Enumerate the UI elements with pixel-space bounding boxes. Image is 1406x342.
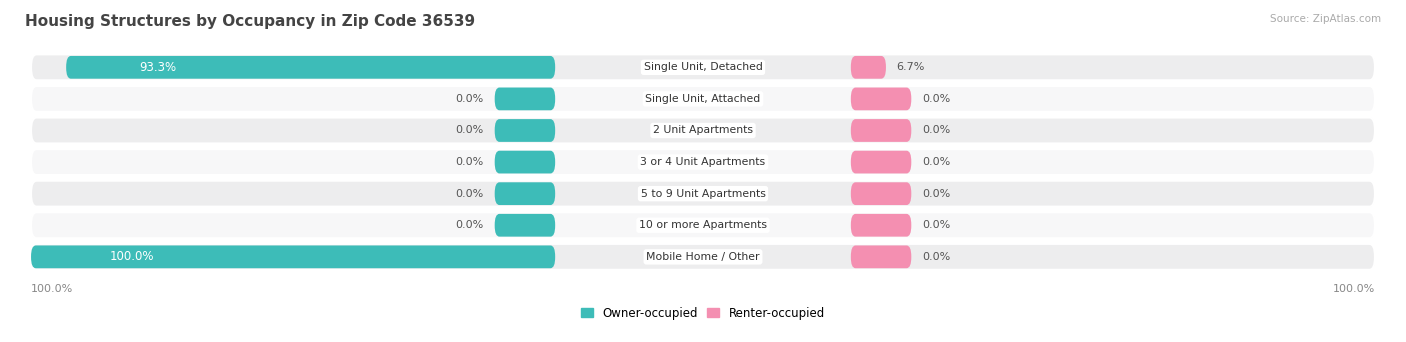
- FancyBboxPatch shape: [851, 56, 886, 79]
- FancyBboxPatch shape: [495, 182, 555, 205]
- Text: 100.0%: 100.0%: [110, 250, 155, 263]
- FancyBboxPatch shape: [851, 88, 911, 110]
- FancyBboxPatch shape: [31, 149, 1375, 175]
- Text: Single Unit, Attached: Single Unit, Attached: [645, 94, 761, 104]
- Text: 0.0%: 0.0%: [922, 126, 950, 135]
- FancyBboxPatch shape: [31, 212, 1375, 238]
- FancyBboxPatch shape: [851, 119, 911, 142]
- FancyBboxPatch shape: [31, 246, 555, 268]
- Legend: Owner-occupied, Renter-occupied: Owner-occupied, Renter-occupied: [576, 302, 830, 325]
- Text: 3 or 4 Unit Apartments: 3 or 4 Unit Apartments: [641, 157, 765, 167]
- FancyBboxPatch shape: [31, 118, 1375, 143]
- FancyBboxPatch shape: [495, 88, 555, 110]
- FancyBboxPatch shape: [495, 151, 555, 173]
- Text: 0.0%: 0.0%: [922, 189, 950, 199]
- Text: 100.0%: 100.0%: [31, 284, 73, 294]
- FancyBboxPatch shape: [31, 244, 1375, 270]
- Text: 10 or more Apartments: 10 or more Apartments: [638, 220, 768, 230]
- Text: 93.3%: 93.3%: [139, 61, 177, 74]
- Text: Single Unit, Detached: Single Unit, Detached: [644, 62, 762, 72]
- FancyBboxPatch shape: [31, 86, 1375, 112]
- Text: 5 to 9 Unit Apartments: 5 to 9 Unit Apartments: [641, 189, 765, 199]
- FancyBboxPatch shape: [851, 151, 911, 173]
- FancyBboxPatch shape: [851, 182, 911, 205]
- Text: Mobile Home / Other: Mobile Home / Other: [647, 252, 759, 262]
- Text: 100.0%: 100.0%: [1333, 284, 1375, 294]
- FancyBboxPatch shape: [495, 119, 555, 142]
- Text: 2 Unit Apartments: 2 Unit Apartments: [652, 126, 754, 135]
- FancyBboxPatch shape: [31, 181, 1375, 207]
- Text: 0.0%: 0.0%: [456, 126, 484, 135]
- FancyBboxPatch shape: [31, 54, 1375, 80]
- Text: 0.0%: 0.0%: [456, 157, 484, 167]
- FancyBboxPatch shape: [851, 246, 911, 268]
- Text: 6.7%: 6.7%: [897, 62, 925, 72]
- Text: 0.0%: 0.0%: [456, 189, 484, 199]
- Text: 0.0%: 0.0%: [922, 220, 950, 230]
- Text: 0.0%: 0.0%: [456, 220, 484, 230]
- Text: 0.0%: 0.0%: [922, 94, 950, 104]
- Text: 0.0%: 0.0%: [456, 94, 484, 104]
- FancyBboxPatch shape: [851, 214, 911, 237]
- FancyBboxPatch shape: [66, 56, 555, 79]
- Text: 0.0%: 0.0%: [922, 252, 950, 262]
- Text: Housing Structures by Occupancy in Zip Code 36539: Housing Structures by Occupancy in Zip C…: [25, 14, 475, 29]
- FancyBboxPatch shape: [495, 214, 555, 237]
- Text: 0.0%: 0.0%: [922, 157, 950, 167]
- Text: Source: ZipAtlas.com: Source: ZipAtlas.com: [1270, 14, 1381, 24]
